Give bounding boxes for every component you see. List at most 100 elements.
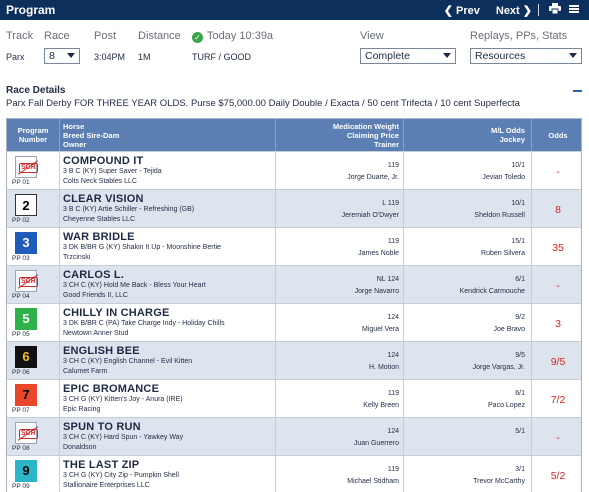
- live-odds: -: [556, 166, 560, 178]
- breed-sire-dam: 3 CH C (KY) Hold Me Back - Bless Your He…: [63, 282, 206, 289]
- post-position: PP 08: [12, 445, 30, 452]
- divider: [538, 4, 539, 16]
- divider: [403, 152, 404, 189]
- owner: Cheyenne Stables LLC: [63, 216, 135, 223]
- view-select-value: Complete: [365, 50, 410, 62]
- scratched-icon: SCR: [15, 422, 39, 444]
- trainer: Jorge Duarte, Jr.: [347, 174, 399, 181]
- divider: [403, 266, 404, 303]
- medication-weight: 119: [387, 466, 399, 473]
- medication-weight: 124: [387, 352, 399, 359]
- owner: Stallionaire Enterprises LLC: [63, 482, 150, 489]
- divider: [59, 190, 60, 227]
- divider: [531, 266, 532, 303]
- horse-name[interactable]: WAR BRIDLE: [63, 231, 135, 243]
- owner: Good Friends II, LLC: [63, 292, 128, 299]
- horse-name[interactable]: COMPOUND IT: [63, 155, 144, 167]
- horse-name[interactable]: EPIC BROMANCE: [63, 383, 160, 395]
- medication-weight: L 119: [382, 200, 399, 207]
- race-select[interactable]: 8: [44, 48, 80, 64]
- live-odds: 35: [552, 242, 564, 254]
- live-odds: 3: [555, 318, 561, 330]
- divider: [403, 418, 404, 455]
- post-value: 3:04PM: [94, 52, 126, 62]
- divider: [531, 456, 532, 492]
- distance-label: Distance: [138, 30, 181, 42]
- program-number: 9: [15, 460, 37, 482]
- program-number: 7: [15, 384, 37, 406]
- medication-weight: 119: [387, 162, 399, 169]
- horse-name[interactable]: CHILLY IN CHARGE: [63, 307, 170, 319]
- medication-weight: 124: [387, 428, 399, 435]
- divider: [275, 190, 276, 227]
- divider: [403, 190, 404, 227]
- track-label: Track: [6, 30, 34, 42]
- post-position: PP 05: [12, 331, 30, 338]
- col-ml-header: M/L Odds Jockey: [490, 126, 525, 144]
- live-odds: 8: [555, 204, 561, 216]
- resources-select[interactable]: Resources: [470, 48, 582, 64]
- chevron-down-icon: [443, 53, 451, 58]
- check-circle-icon: ✓: [192, 32, 203, 43]
- table-row[interactable]: 9 PP 09 THE LAST ZIP 3 CH G (KY) City Zip -…: [7, 455, 581, 492]
- trainer: Jorge Navarro: [354, 288, 399, 295]
- breed-sire-dam: 3 CH G (KY) Kitten's Joy - Anura (IRE): [63, 396, 183, 403]
- table-row[interactable]: 6 PP 06 ENGLISH BEE 3 CH C (KY) English Cha…: [7, 341, 581, 379]
- breed-sire-dam: 3 B C (KY) Super Saver - Tejida: [63, 168, 162, 175]
- divider: [59, 228, 60, 265]
- prev-button[interactable]: ❮ Prev: [443, 4, 480, 17]
- trainer: Kelly Breen: [363, 402, 399, 409]
- ml-odds: 10/1: [511, 200, 525, 207]
- divider: [59, 152, 60, 189]
- divider: [275, 266, 276, 303]
- divider: [403, 342, 404, 379]
- race-description: Parx Fall Derby FOR THREE YEAR OLDS. Pur…: [6, 98, 520, 109]
- trainer: James Noble: [358, 250, 399, 257]
- breed-sire-dam: 3 DK B/BR G (KY) Shakin It Up - Moonshin…: [63, 244, 221, 251]
- scratched-icon: SCR: [15, 156, 39, 178]
- divider: [531, 152, 532, 189]
- live-odds: -: [556, 432, 560, 444]
- jockey: Sheldon Russell: [474, 212, 525, 219]
- col-medication-header: Medication Weight Claiming Price Trainer: [332, 122, 399, 149]
- menu-icon[interactable]: [569, 3, 579, 17]
- live-odds: -: [556, 280, 560, 292]
- divider: [59, 380, 60, 417]
- owner: Newtown Anner Stud: [63, 330, 129, 337]
- table-row[interactable]: SCRPP 04 CARLOS L.3 CH C (KY) Hold Me Bac…: [7, 265, 581, 303]
- ml-odds: 10/1: [511, 162, 525, 169]
- page-title: Program: [6, 3, 56, 17]
- horse-name[interactable]: ENGLISH BEE: [63, 345, 140, 357]
- divider: [275, 228, 276, 265]
- horse-name[interactable]: CARLOS L.: [63, 269, 125, 281]
- horse-name[interactable]: CLEAR VISION: [63, 193, 144, 205]
- view-select[interactable]: Complete: [360, 48, 456, 64]
- table-row[interactable]: SCRPP 01 COMPOUND IT3 B C (KY) Super Save…: [7, 151, 581, 189]
- post-label: Post: [94, 30, 117, 42]
- horse-name[interactable]: THE LAST ZIP: [63, 459, 140, 471]
- divider: [403, 304, 404, 341]
- race-details-heading: Race Details: [6, 85, 66, 96]
- post-position: PP 07: [12, 407, 30, 414]
- title-bar: Program ❮ Prev Next ❯: [0, 0, 589, 20]
- table-row[interactable]: 2 PP 02 CLEAR VISION 3 B C (KY) Artie Schil…: [7, 189, 581, 227]
- table-row[interactable]: 7 PP 07 EPIC BROMANCE 3 CH G (KY) Kitten's …: [7, 379, 581, 417]
- divider: [275, 119, 276, 151]
- breed-sire-dam: 3 B C (KY) Artie Schiller - Refreshing (…: [63, 206, 195, 213]
- collapse-icon[interactable]: [573, 90, 582, 92]
- race-select-value: 8: [49, 50, 55, 62]
- divider: [59, 456, 60, 492]
- print-icon[interactable]: [549, 3, 561, 17]
- next-button[interactable]: Next ❯: [495, 4, 532, 17]
- owner: Donaldson: [63, 444, 97, 451]
- table-row[interactable]: 5 PP 05 CHILLY IN CHARGE 3 DK B/BR C (PA) T…: [7, 303, 581, 341]
- horse-name[interactable]: SPUN TO RUN: [63, 421, 141, 433]
- program-number: 6: [15, 346, 37, 368]
- trainer: Juan Guerrero: [353, 440, 399, 447]
- program-number: 3: [15, 232, 37, 254]
- table-row[interactable]: 3 PP 03 WAR BRIDLE 3 DK B/BR G (KY) Shakin …: [7, 227, 581, 265]
- ml-odds: 9/5: [515, 352, 525, 359]
- track-value: Parx: [6, 52, 25, 62]
- divider: [59, 418, 60, 455]
